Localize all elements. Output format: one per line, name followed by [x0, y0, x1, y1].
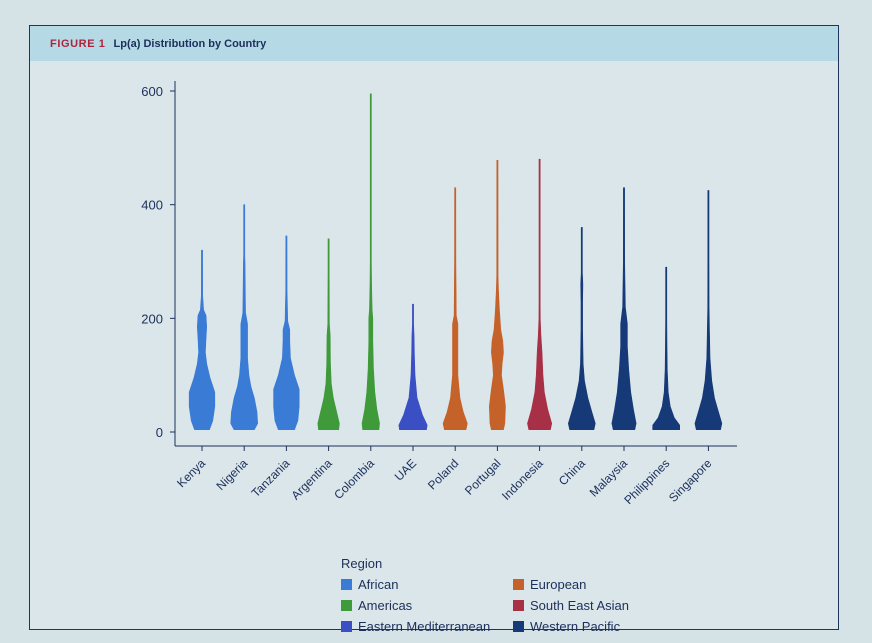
legend-item: Eastern Mediterranean	[341, 619, 513, 634]
legend-swatch	[513, 621, 524, 632]
violin-singapore	[694, 190, 723, 431]
legend-label: Americas	[358, 598, 413, 613]
violin-indonesia	[527, 158, 553, 431]
x-tick-label: Colombia	[331, 456, 377, 502]
x-tick-label: Philippines	[621, 456, 672, 507]
legend-swatch	[513, 600, 524, 611]
legend-label: Eastern Mediterranean	[358, 619, 491, 634]
legend-label: European	[530, 577, 587, 592]
legend-label: African	[358, 577, 399, 592]
figure-label: FIGURE 1	[50, 37, 106, 50]
violin-malaysia	[611, 187, 637, 431]
y-tick-label: 600	[141, 84, 163, 99]
x-tick-label: Tanzania	[249, 456, 293, 500]
legend: Region African European Americas South East…	[341, 556, 663, 634]
violin-poland	[442, 187, 468, 431]
legend-swatch	[341, 600, 352, 611]
x-tick-label: Nigeria	[214, 456, 251, 493]
legend-swatch	[513, 579, 524, 590]
y-tick-label: 0	[156, 425, 163, 440]
violin-china	[568, 227, 596, 431]
y-tick-label: 400	[141, 198, 163, 213]
violin-philippines	[652, 266, 680, 431]
legend-swatch	[341, 621, 352, 632]
legend-title: Region	[341, 556, 383, 571]
legend-swatch	[341, 579, 352, 590]
figure-title: Lp(a) Distribution by Country	[113, 37, 267, 50]
violin-portugal	[489, 160, 506, 431]
legend-item: Western Pacific	[513, 619, 663, 634]
figure-card: FIGURE 1 Lp(a) Distribution by Country 0…	[29, 25, 839, 634]
violin-colombia	[361, 93, 380, 431]
violin-kenya	[188, 249, 216, 431]
x-tick-label: Portugal	[462, 456, 504, 498]
y-tick-label: 200	[141, 311, 163, 326]
x-tick-label: Argentina	[288, 456, 334, 502]
x-tick-label: Indonesia	[499, 456, 546, 503]
violin-argentina	[317, 238, 340, 431]
legend-item: African	[341, 577, 513, 592]
figure-header: FIGURE 1 Lp(a) Distribution by Country	[30, 26, 838, 61]
x-tick-label: UAE	[392, 456, 419, 483]
legend-item: Americas	[341, 598, 513, 613]
legend-item: European	[513, 577, 663, 592]
x-tick-label: Malaysia	[587, 456, 631, 500]
x-tick-label: China	[556, 456, 588, 488]
legend-label: Western Pacific	[530, 619, 621, 634]
violin-nigeria	[230, 204, 258, 431]
legend-item: South East Asian	[513, 598, 663, 613]
legend-grid: African European Americas South East Asian E…	[341, 577, 663, 634]
legend-label: South East Asian	[530, 598, 630, 613]
violin-tanzania	[273, 235, 300, 431]
x-tick-label: Kenya	[174, 456, 208, 490]
x-tick-label: Singapore	[666, 456, 715, 505]
x-tick-label: Poland	[425, 456, 461, 492]
violin-uae	[398, 303, 428, 431]
